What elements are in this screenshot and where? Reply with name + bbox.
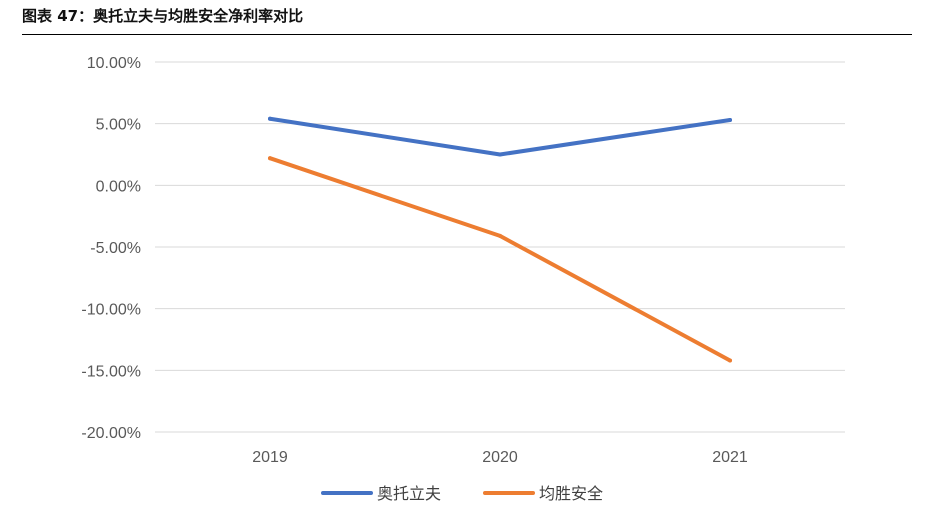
x-tick-label: 2020	[482, 449, 518, 466]
y-tick-label: 10.00%	[87, 55, 141, 72]
data-point	[728, 358, 732, 363]
y-tick-label: -5.00%	[90, 240, 141, 257]
data-point	[268, 156, 272, 161]
legend-label: 均胜安全	[539, 484, 603, 503]
figure-title: 图表 47：奥托立夫与均胜安全净利率对比	[22, 7, 304, 25]
legend-label: 奥托立夫	[377, 484, 441, 503]
y-tick-label: 5.00%	[96, 117, 141, 134]
series-line-2	[268, 156, 732, 363]
y-axis: 10.00% 5.00% 0.00% -5.00% -10.00% -15.00% -20.…	[81, 55, 141, 442]
data-point	[728, 117, 732, 122]
y-tick-label: -15.00%	[81, 363, 141, 380]
x-axis: 2019 2020 2021	[252, 449, 748, 466]
data-point	[498, 233, 502, 238]
data-point	[268, 116, 272, 121]
title-rule	[22, 34, 912, 35]
y-tick-label: -20.00%	[81, 425, 141, 442]
data-point	[498, 152, 502, 157]
legend: 奥托立夫 均胜安全	[321, 484, 603, 503]
series-group	[268, 116, 732, 363]
x-tick-label: 2021	[712, 449, 748, 466]
x-tick-label: 2019	[252, 449, 288, 466]
y-tick-label: 0.00%	[96, 178, 141, 195]
gridlines	[155, 61, 845, 433]
y-tick-label: -10.00%	[81, 302, 141, 319]
